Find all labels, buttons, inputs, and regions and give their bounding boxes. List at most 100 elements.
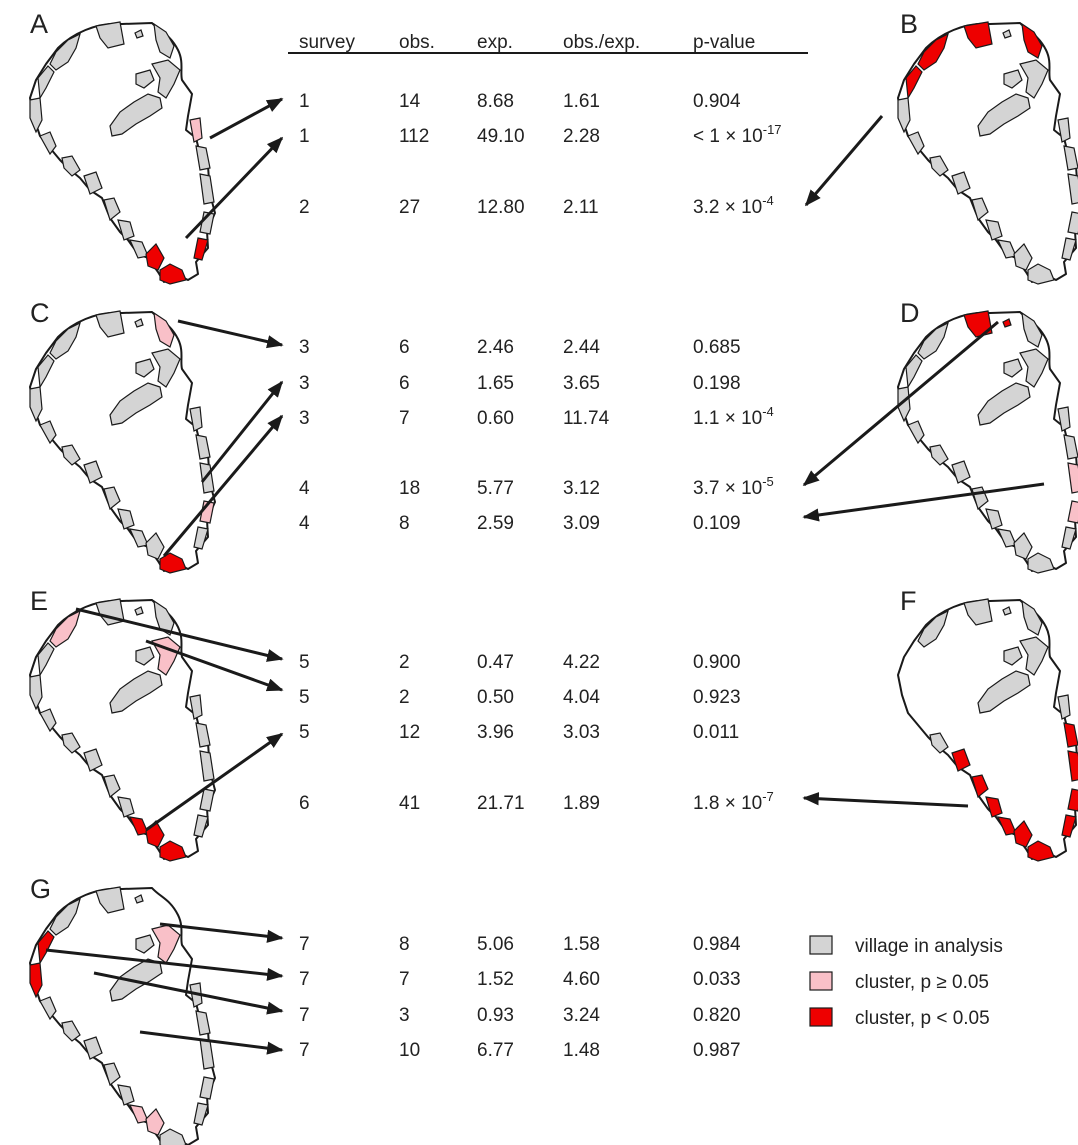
cell-ratio: 3.03 xyxy=(563,722,600,743)
cell-p-value: 0.033 xyxy=(693,969,741,990)
cluster-significant xyxy=(29,962,43,999)
cell-exp: 1.65 xyxy=(477,373,514,394)
village xyxy=(29,97,43,134)
cluster-significant xyxy=(1021,22,1043,59)
cell-p-value: 0.987 xyxy=(693,1040,741,1061)
cell-survey: 2 xyxy=(299,197,310,218)
cell-survey: 4 xyxy=(299,513,310,534)
cell-obs: 10 xyxy=(399,1040,420,1061)
cluster-significant xyxy=(951,748,971,772)
cell-ratio: 4.22 xyxy=(563,652,600,673)
cell-ratio: 3.65 xyxy=(563,373,600,394)
village xyxy=(1003,646,1023,666)
village xyxy=(1063,434,1078,460)
cluster-not-significant xyxy=(1067,462,1078,494)
village xyxy=(985,508,1003,530)
village xyxy=(1021,311,1043,348)
cluster-arrow xyxy=(802,320,999,487)
cell-survey: 5 xyxy=(299,652,310,673)
cell-p-value: 0.198 xyxy=(693,373,741,394)
cell-p-value: 0.820 xyxy=(693,1005,741,1026)
cluster-significant xyxy=(145,243,165,271)
cell-exp: 1.52 xyxy=(477,969,514,990)
cluster-arrow xyxy=(75,607,284,662)
cluster-significant xyxy=(1013,820,1033,848)
village xyxy=(193,526,209,550)
p-value-exponent: -7 xyxy=(762,789,774,804)
village xyxy=(103,1062,121,1087)
cluster-arrow xyxy=(200,380,284,483)
table-row: 1 112 49.10 2.28 < 1 × 10-17 xyxy=(299,122,782,147)
legend-swatch-cluster-sig xyxy=(809,1007,833,1027)
cluster-significant xyxy=(1067,750,1078,782)
village xyxy=(37,65,55,100)
cell-p-value: < 1 × 10-17 xyxy=(693,122,782,147)
cell-ratio: 1.89 xyxy=(563,793,600,814)
cluster-not-significant xyxy=(128,1104,149,1124)
table-row: 7 3 0.93 3.24 0.820 xyxy=(299,1005,741,1026)
cluster-arrow xyxy=(802,482,1045,522)
village xyxy=(83,460,103,484)
table-row: 4 18 5.77 3.12 3.7 × 10-5 xyxy=(299,474,774,499)
cluster-significant xyxy=(1067,788,1078,812)
village xyxy=(199,750,215,782)
island-outline xyxy=(897,311,1078,572)
map-b xyxy=(897,21,1078,285)
cluster-arrow xyxy=(145,732,284,832)
cluster-significant xyxy=(996,816,1017,836)
village xyxy=(37,642,55,677)
cell-ratio: 4.60 xyxy=(563,969,600,990)
cluster-significant xyxy=(128,816,149,836)
cluster-arrow xyxy=(802,792,969,808)
header-survey: survey xyxy=(299,32,355,53)
p-value-exponent: -4 xyxy=(762,404,774,419)
cell-p-value: 0.685 xyxy=(693,337,741,358)
panel-letter-d: D xyxy=(900,298,920,328)
cell-p-value: 1.8 × 10-7 xyxy=(693,789,774,814)
village xyxy=(1067,173,1078,205)
cell-ratio: 11.74 xyxy=(563,408,610,429)
panel-letter-f: F xyxy=(900,586,917,616)
cell-survey: 7 xyxy=(299,969,310,990)
village xyxy=(1002,29,1012,39)
cluster-significant xyxy=(905,65,923,100)
cluster-not-significant xyxy=(145,1108,165,1136)
village xyxy=(83,171,103,195)
cluster-significant xyxy=(1002,318,1012,328)
cell-ratio: 3.12 xyxy=(563,478,600,499)
village xyxy=(199,1038,215,1070)
cluster-significant xyxy=(159,552,187,574)
village xyxy=(977,382,1031,426)
village xyxy=(103,197,121,222)
cell-obs: 27 xyxy=(399,197,420,218)
p-value-base: < 1 × 10 xyxy=(693,126,763,147)
cell-ratio: 4.04 xyxy=(563,687,600,708)
table-header: survey obs. exp. obs./exp. p-value xyxy=(288,32,808,54)
village xyxy=(109,93,163,137)
cell-exp: 0.50 xyxy=(477,687,514,708)
village xyxy=(1057,694,1071,720)
village xyxy=(199,173,215,205)
cluster-arrow xyxy=(93,971,284,1015)
village xyxy=(49,32,81,71)
cell-obs: 2 xyxy=(399,687,410,708)
p-value-exponent: -4 xyxy=(762,193,774,208)
island-outline xyxy=(29,887,216,1145)
cell-exp: 8.68 xyxy=(477,91,514,112)
village xyxy=(134,29,144,39)
header-exp: exp. xyxy=(477,32,513,53)
p-value-base: 3.7 × 10 xyxy=(693,478,762,499)
map-a xyxy=(29,21,216,285)
cell-p-value: 0.900 xyxy=(693,652,741,673)
p-value-base: 1.1 × 10 xyxy=(693,408,762,429)
cell-obs: 12 xyxy=(399,722,420,743)
cluster-significant xyxy=(37,930,55,965)
cell-obs: 8 xyxy=(399,513,410,534)
cell-exp: 49.10 xyxy=(477,126,525,147)
panel-letter-b: B xyxy=(900,9,918,39)
village xyxy=(117,796,135,818)
cell-obs: 3 xyxy=(399,1005,410,1026)
village xyxy=(951,460,971,484)
cell-p-value: 1.1 × 10-4 xyxy=(693,404,774,429)
